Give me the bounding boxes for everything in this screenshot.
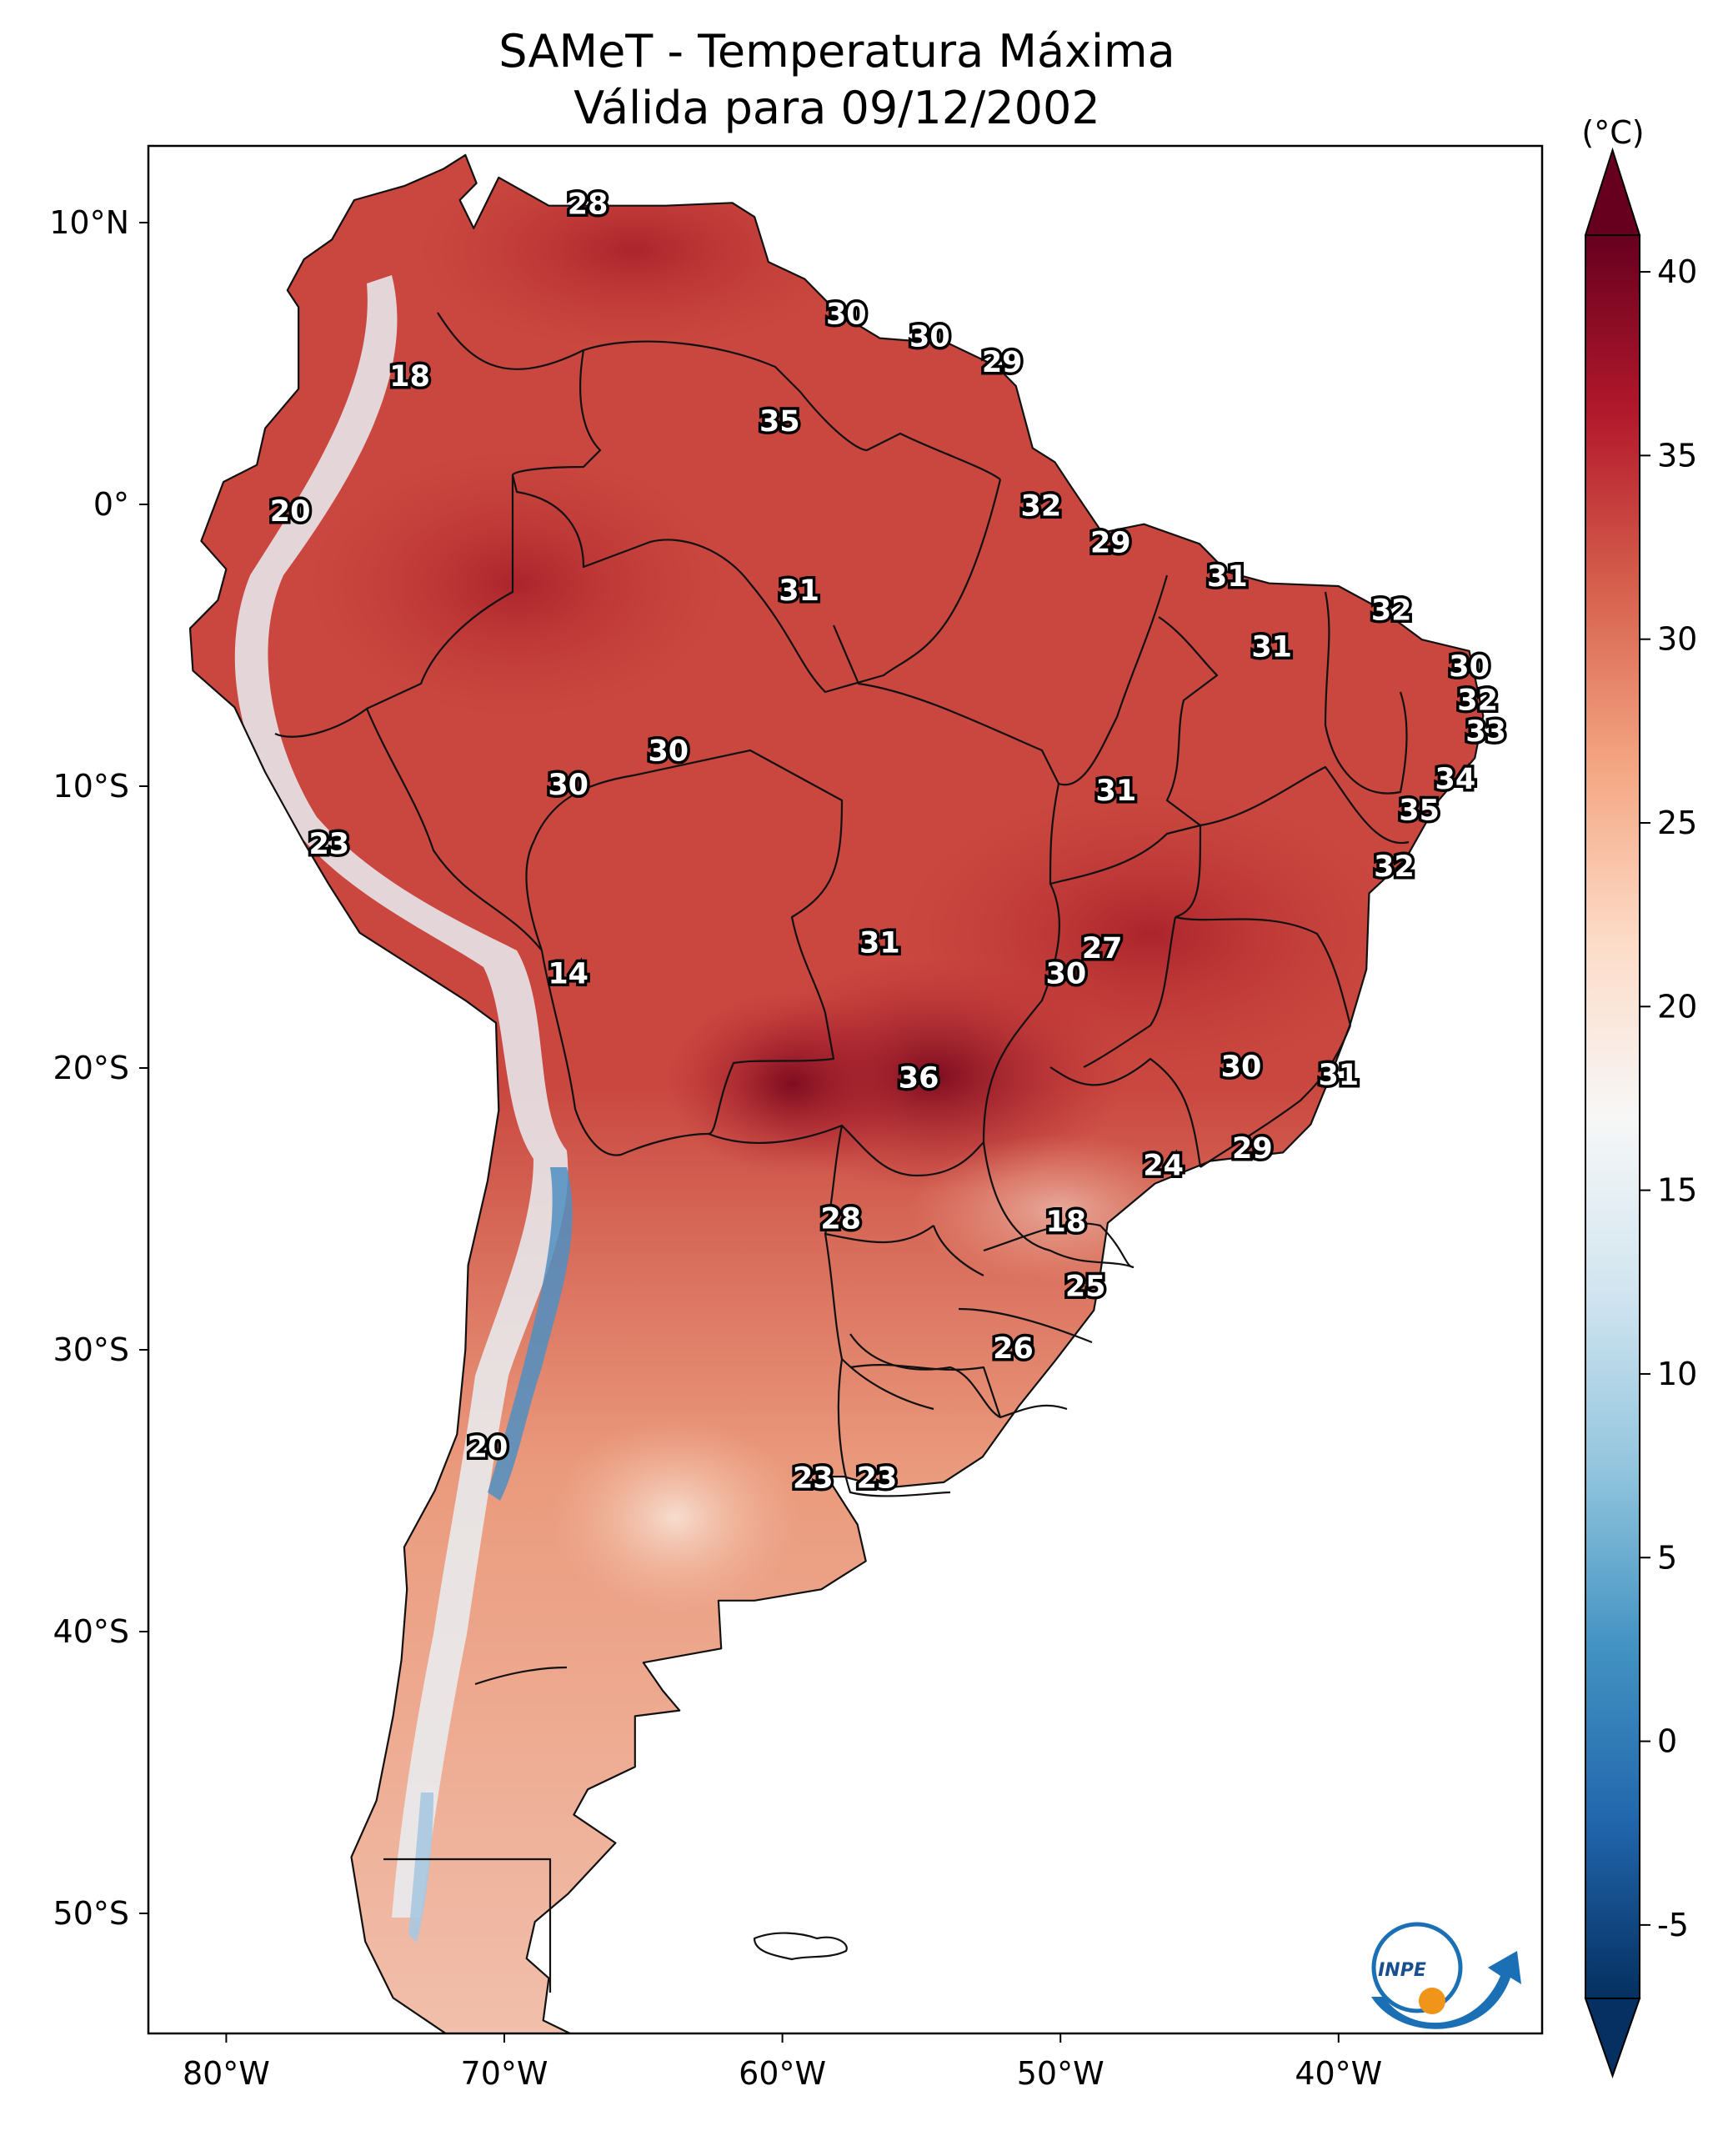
map-title-line2: Válida para 09/12/2002 (573, 82, 1099, 134)
colorbar-tick-label: 0 (1657, 1723, 1677, 1760)
contour-value-label: 20 (270, 495, 311, 529)
logo-text: INPE (1378, 1960, 1426, 1981)
colorbar-gradient (1585, 234, 1640, 1999)
x-tick-label: 60°W (739, 2055, 826, 2092)
colorbar-tick-label: 40 (1657, 253, 1697, 290)
contour-value-label: 32 (1374, 850, 1415, 884)
contour-value-label: 25 (1065, 1271, 1106, 1304)
contour-value-label: 18 (389, 360, 430, 394)
contour-value-label: 31 (1207, 560, 1248, 594)
contour-value-label: 23 (308, 828, 349, 861)
colorbar-tick-label: 15 (1657, 1172, 1697, 1209)
logo-ring-icon (1371, 1922, 1463, 2013)
contour-value-label: 27 (1082, 932, 1123, 965)
inpe-logo: INPE (1371, 1922, 1521, 2029)
colorbar-unit-label: (°C) (1581, 114, 1644, 151)
contour-value-label: 33 (1465, 715, 1506, 749)
contour-value-label: 34 (1435, 763, 1476, 796)
y-tick-label: 10°S (53, 768, 129, 805)
coastline (188, 153, 1485, 2033)
colorbar-tick-label: 20 (1657, 988, 1697, 1025)
contour-value-label: 31 (1251, 630, 1292, 664)
y-tick-label: 40°S (53, 1613, 129, 1650)
contour-value-label: 36 (899, 1062, 939, 1096)
map-title-line1: SAMeT - Temperatura Máxima (498, 25, 1175, 78)
map-frame (147, 144, 1544, 2035)
contour-value-label: 30 (1449, 650, 1490, 684)
y-tick-label: 50°S (53, 1895, 129, 1932)
contour-value-label: 18 (1046, 1206, 1087, 1239)
contour-value-label: 30 (1221, 1050, 1262, 1084)
contour-value-label: 28 (820, 1203, 861, 1236)
y-tick-label: 10°N (49, 204, 129, 241)
contour-value-label: 20 (468, 1431, 508, 1464)
colorbar-tick-label: 10 (1657, 1356, 1697, 1392)
falkland-islands (753, 1932, 848, 1961)
colorbar-tick-label: -5 (1657, 1907, 1689, 1943)
y-tick-label: 20°S (53, 1050, 129, 1086)
andes-cool-band (234, 275, 568, 1918)
contour-value-label: 14 (548, 958, 589, 991)
x-tick-label: 80°W (183, 2055, 270, 2092)
contour-value-label: 24 (1143, 1149, 1184, 1182)
x-tick-label: 70°W (461, 2055, 548, 2092)
contour-value-label: 28 (568, 188, 609, 222)
contour-value-label: 23 (857, 1462, 898, 1496)
contour-value-label: 26 (993, 1332, 1034, 1366)
colorbar-tick-label: 30 (1657, 621, 1697, 658)
contour-value-label: 31 (859, 926, 900, 960)
contour-value-label: 29 (982, 346, 1023, 379)
contour-value-label: 31 (779, 574, 819, 608)
country-borders (274, 312, 1410, 1993)
contour-value-label: 32 (1021, 489, 1062, 523)
colorbar-tick-label: 5 (1657, 1539, 1677, 1576)
x-tick-label: 50°W (1017, 2055, 1104, 2092)
longitude-axis: 80°W 70°W 60°W 50°W 40°W (183, 2033, 1382, 2092)
andes-cold-core (488, 1167, 573, 1501)
logo-swoosh-icon (1371, 1951, 1521, 2029)
colorbar-tick-label: 25 (1657, 805, 1697, 841)
contour-value-label: 32 (1371, 594, 1412, 627)
contour-value-label: 29 (1090, 526, 1131, 559)
y-tick-label: 0° (93, 486, 129, 523)
colorbar-extend-max (1584, 147, 1641, 236)
colorbar-tick-label: 35 (1657, 437, 1697, 474)
colorbar: (°C) 40 35 30 25 20 15 10 5 0 -5 (1581, 114, 1697, 2079)
y-tick-label: 30°S (53, 1331, 129, 1368)
logo-sun-icon (1419, 1988, 1445, 2014)
contour-value-label: 30 (648, 735, 689, 768)
contour-value-label: 32 (1457, 684, 1498, 718)
contour-value-label: 35 (1399, 794, 1440, 827)
contour-value-label: 30 (1046, 958, 1087, 991)
contour-value-label: 30 (826, 298, 867, 332)
contour-value-label: 30 (909, 321, 950, 354)
contour-value-label: 23 (793, 1462, 834, 1496)
contour-value-label: 31 (1096, 775, 1137, 808)
latitude-axis: 10°N 0° 10°S 20°S 30°S 40°S 50°S (49, 204, 148, 1932)
contour-value-label: 31 (1318, 1059, 1359, 1092)
colorbar-extend-min (1584, 1998, 1641, 2079)
x-tick-label: 40°W (1295, 2055, 1382, 2092)
colorbar-ticks: 40 35 30 25 20 15 10 5 0 -5 (1640, 253, 1697, 1943)
contour-value-label: 30 (548, 769, 589, 802)
contour-value-label: 35 (759, 405, 800, 439)
contour-value-label: 29 (1232, 1132, 1273, 1166)
